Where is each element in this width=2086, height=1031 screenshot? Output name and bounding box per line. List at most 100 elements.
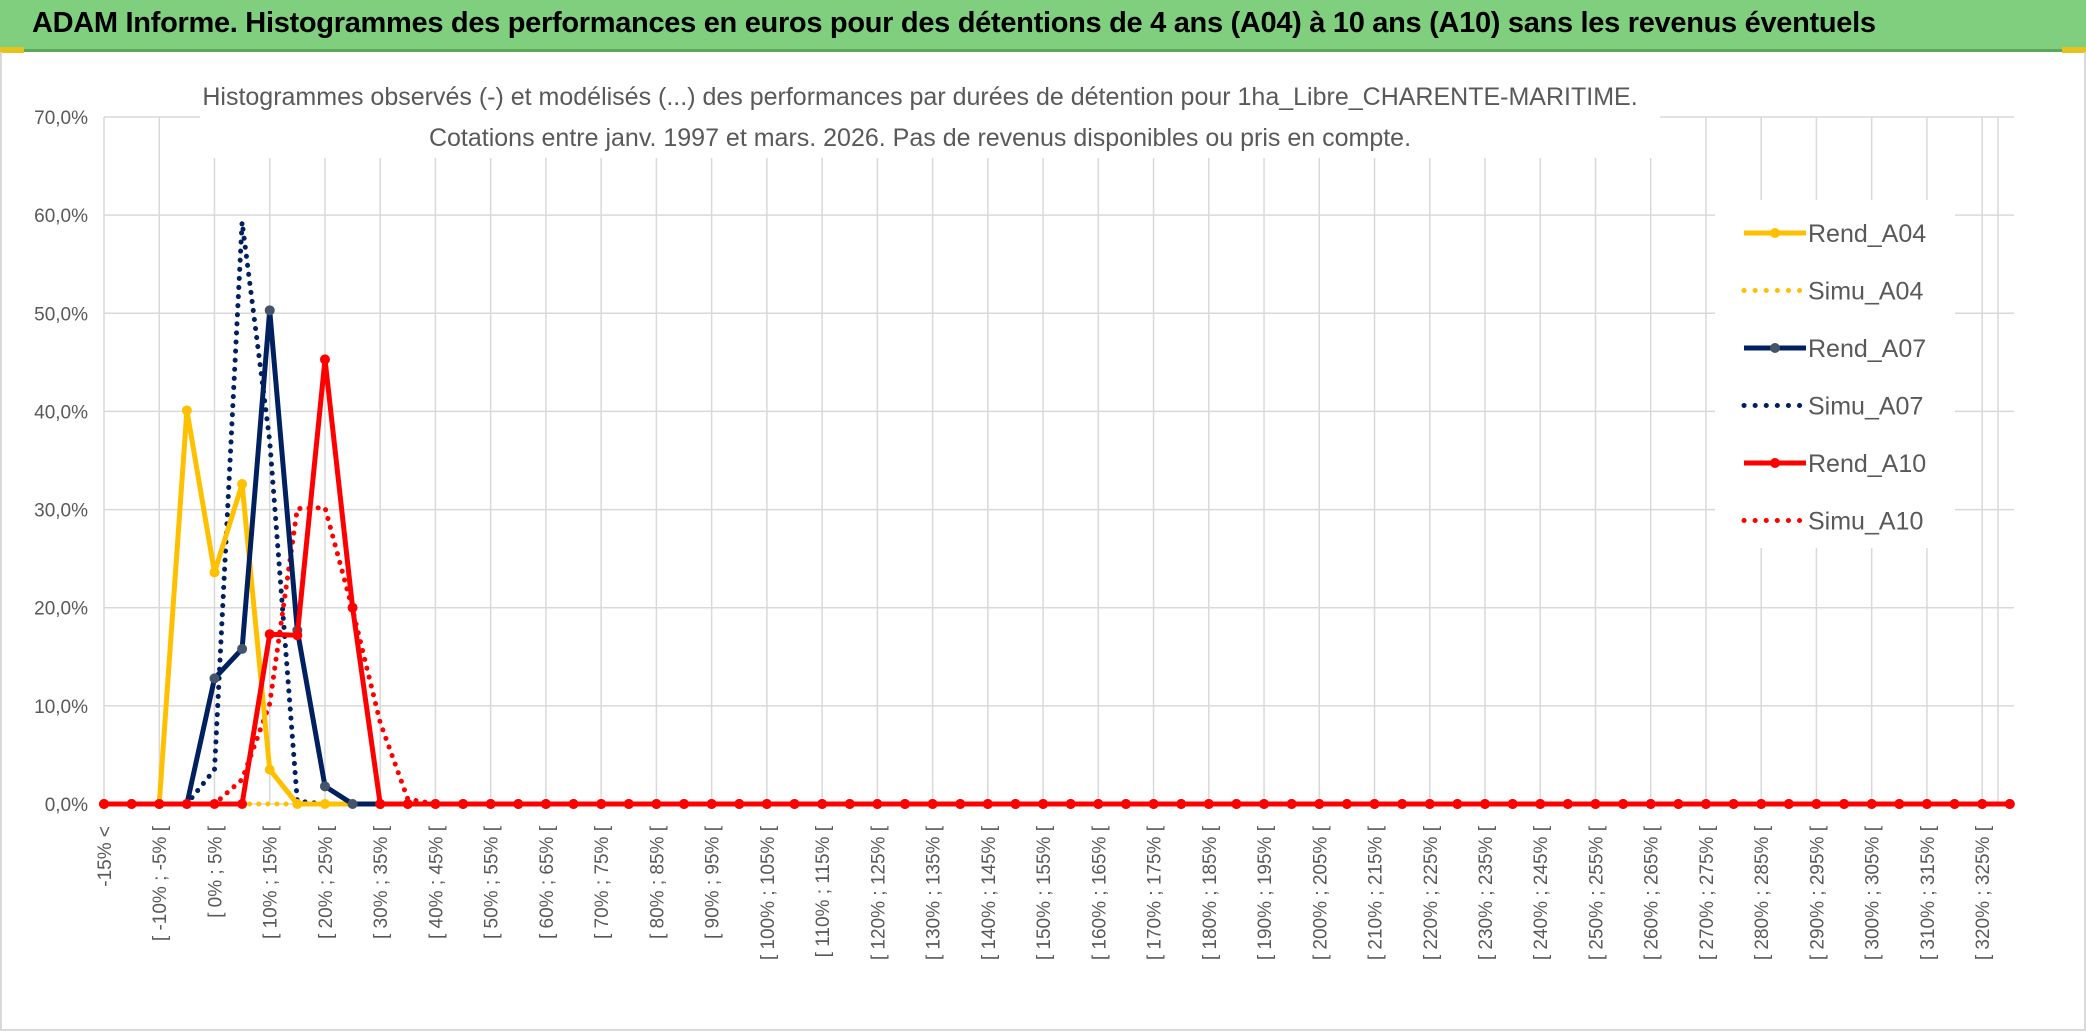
y-tick-label: 30,0% — [34, 501, 88, 522]
x-tick-label: [ 280% ; 285% [ — [1752, 825, 1773, 960]
data-point — [2004, 799, 2015, 809]
data-point — [1839, 799, 1850, 809]
x-tick-label: [ 250% ; 255% [ — [1586, 825, 1607, 960]
data-point — [264, 629, 275, 640]
series-Rend_A10 — [99, 354, 2015, 809]
legend-item-Simu_A10: Simu_A10 — [1741, 508, 1923, 536]
report-title: ADAM Informe. Histogrammes des performan… — [32, 7, 1876, 39]
x-tick-label: [ 220% ; 225% [ — [1421, 825, 1442, 960]
x-tick-label: [ 290% ; 295% [ — [1807, 825, 1828, 960]
data-point — [402, 799, 413, 809]
y-tick-label: 70,0% — [34, 108, 88, 129]
x-tick-label: [ 170% ; 175% [ — [1145, 825, 1166, 960]
data-point — [1369, 799, 1380, 809]
x-tick-label: [ 310% ; 315% [ — [1918, 825, 1939, 960]
data-point — [1120, 799, 1131, 809]
series-line — [101, 505, 2013, 807]
x-tick-label: [ 90% ; 95% [ — [703, 825, 724, 939]
data-point — [181, 405, 192, 416]
data-point — [872, 799, 883, 809]
data-point — [1093, 799, 1104, 809]
legend-background — [1715, 200, 1955, 548]
data-point — [319, 781, 330, 792]
x-tick-label: -15% < — [95, 826, 116, 887]
x-tick-label: [ 10% ; 15% [ — [261, 825, 282, 939]
data-point — [679, 799, 690, 809]
data-point — [1783, 799, 1794, 809]
x-tick-label: [ 200% ; 205% [ — [1310, 825, 1331, 960]
data-point — [375, 799, 386, 809]
series-layer — [99, 219, 2015, 809]
data-point — [955, 799, 966, 809]
data-point — [126, 799, 137, 809]
data-point — [1176, 799, 1187, 809]
data-point — [99, 799, 109, 809]
data-point — [568, 799, 579, 809]
data-point — [1231, 799, 1242, 809]
data-point — [817, 799, 828, 809]
data-point — [1618, 799, 1629, 809]
data-point — [181, 799, 192, 809]
data-point — [209, 673, 220, 684]
data-point — [1424, 799, 1435, 809]
x-tick-label: [ 120% ; 125% [ — [868, 825, 889, 960]
legend-label: Rend_A04 — [1808, 220, 1926, 248]
data-point — [1700, 799, 1711, 809]
data-point — [1452, 799, 1463, 809]
x-tick-label: [ 60% ; 65% [ — [537, 825, 558, 939]
x-tick-label: [ 210% ; 215% [ — [1366, 825, 1387, 960]
data-point — [237, 643, 248, 654]
data-point — [734, 799, 745, 809]
data-point — [596, 799, 607, 809]
data-point — [458, 799, 469, 809]
data-point — [789, 799, 800, 809]
data-point — [1286, 799, 1297, 809]
x-tick-label: [ 270% ; 275% [ — [1697, 825, 1718, 960]
data-point — [237, 479, 248, 490]
legend-label: Rend_A10 — [1808, 450, 1926, 478]
data-point — [1728, 799, 1739, 809]
data-point — [1314, 799, 1325, 809]
y-tick-label: 0,0% — [45, 795, 88, 816]
data-point — [430, 799, 441, 809]
x-axis-ticks: -15% < [ -10% ; -5% [[ 0% ; 5% [[ 10% ; 1… — [95, 825, 1994, 960]
data-point — [540, 799, 551, 809]
data-point — [1673, 799, 1684, 809]
x-tick-label: [ 160% ; 165% [ — [1089, 825, 1110, 960]
data-point — [1065, 799, 1076, 809]
data-point — [1977, 799, 1988, 809]
chart-frame — [0, 52, 2086, 1031]
x-tick-label: [ -10% ; -5% [ — [150, 825, 171, 941]
data-point — [1949, 799, 1960, 809]
y-tick-label: 50,0% — [34, 304, 88, 325]
y-tick-label: 60,0% — [34, 206, 88, 227]
x-tick-label: [ 140% ; 145% [ — [979, 825, 1000, 960]
data-point — [292, 799, 303, 809]
data-point — [1921, 799, 1932, 809]
data-point — [1562, 799, 1573, 809]
report-header: ADAM Informe. Histogrammes des performan… — [0, 0, 2086, 52]
header-corner-left — [0, 47, 24, 53]
legend-label: Simu_A10 — [1808, 508, 1923, 536]
data-point — [927, 799, 938, 809]
data-point — [264, 305, 275, 316]
data-point — [1259, 799, 1270, 809]
data-point — [237, 799, 248, 809]
y-axis-ticks: 0,0% 10,0% 20,0% 30,0% 40,0% 50,0% 60,0% 70,0% — [34, 108, 88, 816]
data-point — [485, 799, 496, 809]
legend: Rend_A04 Simu_A04 Rend_A07 Simu_A07 Rend_A10… — [1715, 200, 1955, 548]
chart-title-line2: Cotations entre janv. 1997 et mars. 2026… — [429, 124, 1411, 152]
data-point — [1590, 799, 1601, 809]
legend-item-Rend_A10: Rend_A10 — [1744, 450, 1926, 478]
legend-item-Rend_A04: Rend_A04 — [1744, 220, 1926, 248]
x-tick-label: [ 190% ; 195% [ — [1255, 825, 1276, 960]
legend-marker — [1770, 458, 1780, 468]
legend-item-Simu_A04: Simu_A04 — [1741, 278, 1923, 306]
gridlines — [103, 116, 2014, 805]
data-point — [1038, 799, 1049, 809]
data-point — [513, 799, 524, 809]
legend-label: Rend_A07 — [1808, 335, 1926, 363]
x-tick-label: [ 30% ; 35% [ — [371, 825, 392, 939]
y-tick-label: 20,0% — [34, 599, 88, 620]
